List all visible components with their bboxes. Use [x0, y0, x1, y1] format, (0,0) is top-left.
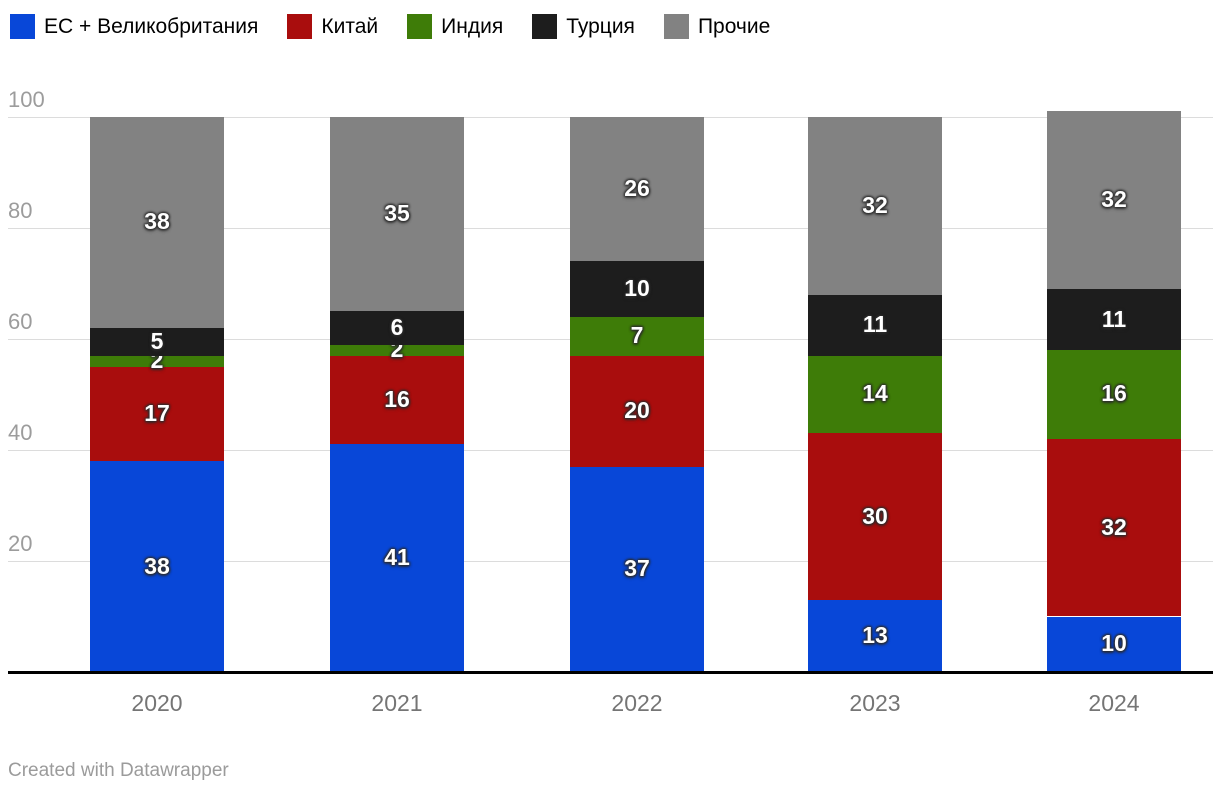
- bar-value-label: 30: [862, 502, 888, 529]
- bar-segment: 14: [808, 355, 942, 434]
- legend-swatch-india-icon: [407, 14, 433, 39]
- bar-segment: 11: [808, 294, 942, 356]
- bar-value-label: 6: [390, 313, 404, 340]
- legend-swatch-turkey-icon: [532, 14, 558, 39]
- bar-value-label: 20: [624, 397, 650, 424]
- bar-value-label: 41: [384, 544, 410, 571]
- legend-item-eu-uk: ЕС + Великобритания: [10, 14, 258, 39]
- bar-value-label: 35: [384, 200, 410, 227]
- x-axis-label: 2021: [371, 690, 423, 716]
- x-axis-label: 2024: [1088, 690, 1140, 716]
- bar-value-label: 26: [624, 175, 650, 202]
- bar-value-label: 11: [862, 311, 888, 338]
- bar-segment: 16: [1047, 350, 1181, 439]
- bar-value-label: 7: [630, 322, 644, 349]
- bar-value-label: 38: [144, 208, 170, 235]
- x-axis-line: [8, 671, 1213, 674]
- bar-segment: 6: [330, 311, 464, 345]
- legend-item-others: Прочие: [663, 14, 771, 39]
- y-tick-label: 60: [8, 309, 33, 334]
- datawrapper-credit-link[interactable]: Created with Datawrapper: [8, 760, 229, 781]
- bar-segment: 17: [90, 366, 224, 462]
- bar-segment: 2: [330, 336, 464, 362]
- bar-segment: 38: [90, 117, 224, 328]
- bar-segment: 32: [1047, 111, 1181, 290]
- bar-value-label: 13: [862, 621, 888, 648]
- bar-segment: 32: [1047, 438, 1181, 617]
- legend-item-china: Китай: [287, 14, 378, 39]
- y-tick-label: 20: [8, 531, 33, 556]
- bar-value-label: 32: [1101, 513, 1127, 540]
- legend-item-turkey: Турция: [532, 14, 635, 39]
- y-tick-label: 40: [8, 420, 33, 445]
- bar-segment: 41: [330, 444, 464, 672]
- bar-segment: 10: [1047, 616, 1181, 672]
- bar-segment: 32: [808, 117, 942, 295]
- x-axis-label: 2022: [611, 690, 663, 716]
- bar-segment: 2: [90, 347, 224, 373]
- legend-swatch-eu-uk-icon: [10, 14, 35, 39]
- bar-segment: 16: [330, 355, 464, 445]
- bar-segment: 7: [570, 316, 704, 356]
- bar-value-label: 32: [1101, 186, 1127, 213]
- legend-label: Индия: [441, 15, 504, 38]
- bar-segment: 38: [90, 461, 224, 672]
- x-axis-label: 2020: [131, 690, 183, 716]
- legend-label: Турция: [566, 15, 635, 38]
- bar-segment: 11: [1047, 289, 1181, 351]
- bar-value-label: 5: [150, 327, 164, 354]
- bar-value-label: 10: [1101, 630, 1127, 657]
- bar-segment: 30: [808, 433, 942, 600]
- bar-value-label: 11: [1101, 305, 1127, 332]
- legend-swatch-china-icon: [287, 14, 313, 39]
- bar-segment: 10: [570, 261, 704, 317]
- bar-segment: 5: [90, 328, 224, 356]
- bar-segment: 13: [808, 599, 942, 672]
- bar-segment: 35: [330, 117, 464, 312]
- bar-segment: 26: [570, 117, 704, 262]
- legend-label: ЕС + Великобритания: [44, 15, 259, 38]
- legend-item-india: Индия: [407, 14, 503, 39]
- y-tick-label: 100: [8, 87, 45, 112]
- bar-value-label: 37: [624, 555, 650, 582]
- chart-legend: ЕС + Великобритания Китай Индия Турция П…: [10, 14, 770, 39]
- legend-label: Прочие: [697, 15, 771, 38]
- legend-label: Китай: [321, 15, 379, 38]
- y-tick-label: 80: [8, 198, 33, 223]
- x-axis-label: 2023: [849, 690, 901, 716]
- bar-value-label: 10: [624, 275, 650, 302]
- bar-value-label: 17: [144, 399, 170, 426]
- legend-swatch-others-icon: [663, 14, 689, 39]
- bar-segment: 20: [570, 355, 704, 467]
- bar-segment: 37: [570, 466, 704, 672]
- bar-value-label: 38: [144, 552, 170, 579]
- bar-value-label: 16: [1101, 380, 1127, 407]
- bar-value-label: 14: [862, 380, 888, 407]
- bar-value-label: 16: [384, 386, 410, 413]
- bar-value-label: 32: [862, 191, 888, 218]
